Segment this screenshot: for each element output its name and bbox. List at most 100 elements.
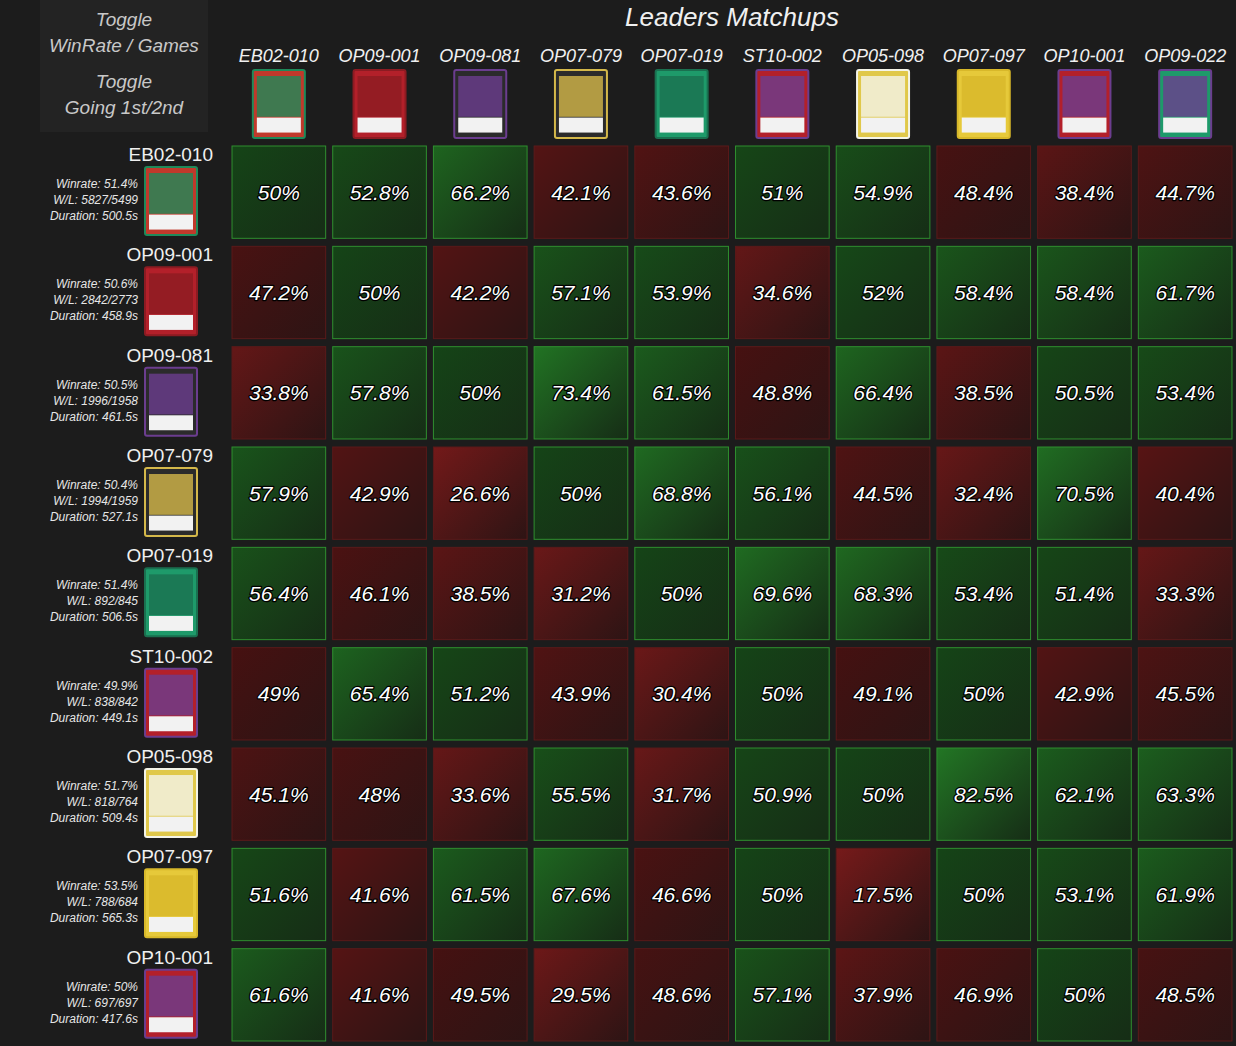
heat-cell: [635, 648, 729, 740]
card-art: [149, 173, 193, 214]
cell-label: 41.6%: [350, 883, 410, 906]
row-stat: Duration: 417.6s: [50, 1012, 138, 1026]
card-text: [149, 215, 193, 230]
cell-label: 55.5%: [551, 783, 611, 806]
card-text: [257, 118, 301, 133]
column-label: EB02-010: [239, 46, 319, 66]
heat-cell: [433, 748, 527, 840]
cell-label: 50%: [1063, 983, 1105, 1006]
column-card: [1058, 70, 1110, 138]
card-art: [149, 775, 193, 816]
cell-label: 17.5%: [853, 883, 913, 906]
heat-cell: [534, 648, 628, 740]
card-text: [149, 315, 193, 330]
cell-label: 38.5%: [450, 582, 510, 605]
cell-label: 53.1%: [1055, 883, 1115, 906]
heat-cell: [736, 949, 830, 1041]
row-stat: Winrate: 50.4%: [56, 478, 138, 492]
card-frame: [1058, 70, 1110, 138]
heat-cell: [333, 146, 427, 238]
row-stat: Duration: 509.4s: [50, 811, 138, 825]
cell-label: 26.6%: [449, 482, 510, 505]
cell-label: 51.2%: [450, 682, 510, 705]
cell-label: 58.4%: [1055, 281, 1115, 304]
cell-label: 37.9%: [853, 983, 913, 1006]
row-label: OP09-001: [126, 244, 213, 265]
cell-label: 57.8%: [350, 381, 410, 404]
heat-cell: [333, 949, 427, 1041]
toggle-text[interactable]: Toggle: [96, 71, 152, 92]
heat-cell: [736, 347, 830, 439]
heat-cell: [635, 848, 729, 940]
heat-cell: [232, 146, 326, 238]
cell-label: 48.8%: [753, 381, 813, 404]
heat-cell: [937, 949, 1031, 1041]
heat-cell: [1138, 748, 1232, 840]
heat-cell: [736, 146, 830, 238]
cell-label: 68.3%: [853, 582, 913, 605]
card-frame: [145, 568, 197, 636]
row-card: [145, 869, 197, 937]
card-art: [559, 76, 603, 117]
heat-cell: [333, 748, 427, 840]
card-text: [149, 917, 193, 932]
card-frame: [454, 70, 506, 138]
cell-label: 48.4%: [954, 181, 1014, 204]
cell-label: 34.6%: [753, 281, 813, 304]
cell-label: 29.5%: [550, 983, 611, 1006]
card-text: [760, 118, 804, 133]
toggle-text[interactable]: WinRate / Games: [49, 35, 199, 56]
column-label: OP09-001: [339, 46, 421, 66]
cell-label: 62.1%: [1055, 783, 1115, 806]
row-stat: Winrate: 50%: [66, 980, 138, 994]
cell-label: 50.5%: [1055, 381, 1115, 404]
cell-label: 50%: [761, 682, 803, 705]
row-headers: EB02-010Winrate: 51.4%W/L: 5827/5499Dura…: [50, 144, 213, 1038]
row-stat: W/L: 2842/2773: [53, 293, 138, 307]
heat-cell: [1038, 347, 1132, 439]
cell-label: 61.9%: [1155, 883, 1215, 906]
row-stat: W/L: 1994/1959: [53, 494, 138, 508]
card-text: [861, 118, 905, 133]
cells: [232, 146, 1232, 1041]
heat-cell: [937, 547, 1031, 639]
column-label: OP07-079: [540, 46, 622, 66]
heat-cell: [836, 848, 930, 940]
heat-cell: [333, 547, 427, 639]
row-stat: Winrate: 51.4%: [56, 578, 138, 592]
heat-cell: [433, 949, 527, 1041]
cell-label: 51%: [761, 181, 803, 204]
heat-cell: [836, 648, 930, 740]
row-stat: W/L: 818/764: [67, 795, 139, 809]
card-text: [1163, 118, 1207, 133]
cell-label: 50%: [862, 783, 904, 806]
card-frame: [958, 70, 1010, 138]
heat-cell: [836, 949, 930, 1041]
row-stat: Winrate: 50.6%: [56, 277, 138, 291]
cell-label: 66.4%: [853, 381, 913, 404]
card-frame: [354, 70, 406, 138]
cell-label: 33.3%: [1155, 582, 1215, 605]
row-label: OP07-019: [126, 545, 213, 566]
heat-cell: [937, 246, 1031, 338]
toggle-text[interactable]: Toggle: [96, 9, 152, 30]
heat-cell: [635, 547, 729, 639]
column-card: [354, 70, 406, 138]
cell-label: 53.9%: [652, 281, 712, 304]
column-label: OP07-019: [641, 46, 723, 66]
cell-label: 65.4%: [350, 682, 410, 705]
column-card: [555, 70, 607, 138]
card-text: [358, 118, 402, 133]
cell-label: 54.9%: [853, 181, 913, 204]
card-art: [257, 76, 301, 117]
heat-cell: [736, 246, 830, 338]
card-text: [149, 516, 193, 531]
column-card: [253, 70, 305, 138]
card-art: [458, 76, 502, 117]
card-art: [149, 374, 193, 415]
toggle-text[interactable]: Going 1st/2nd: [65, 97, 185, 118]
cell-label: 43.9%: [551, 682, 611, 705]
heat-cell: [433, 547, 527, 639]
cell-label: 70.5%: [1055, 482, 1115, 505]
card-frame: [145, 468, 197, 536]
